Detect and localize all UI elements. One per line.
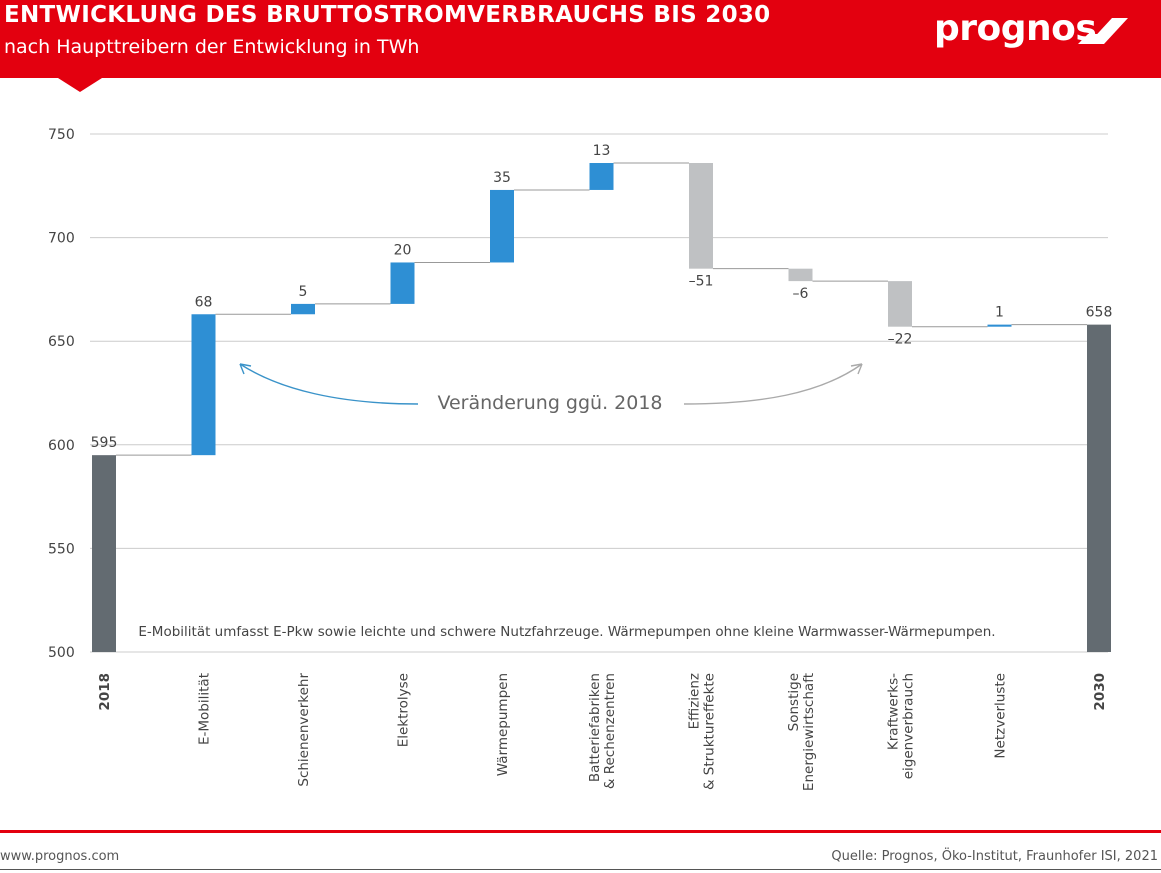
bar-elektrolyse (390, 262, 415, 304)
data-label: 658 (1086, 305, 1113, 321)
y-tick-label: 600 (48, 438, 75, 454)
y-tick-label: 750 (48, 127, 75, 143)
data-label: 13 (593, 143, 611, 159)
y-tick-label: 550 (48, 541, 75, 557)
bars (92, 163, 1111, 652)
x-tick-label: Kraftwerks- (886, 673, 902, 750)
footnote: E-Mobilität umfasst E-Pkw sowie leichte … (138, 624, 995, 640)
data-label: –6 (793, 286, 809, 302)
x-axis-labels: 2018 E-Mobilität Schienenverkehr Elektrolys… (97, 673, 1108, 792)
data-label: –51 (689, 274, 714, 290)
footer-website: www.prognos.com (0, 849, 120, 864)
bar-sonstige-energiewirtschaft (788, 268, 813, 282)
header-banner: ENTWICKLUNG DES BRUTTOSTROMVERBRAUCHS BI… (0, 0, 1161, 78)
bar-2030 (1087, 324, 1111, 652)
bar-e-mobilität (191, 314, 216, 456)
waterfall-chart: 500 550 600 650 700 750 595 68 5 20 35 13 –51 –6 –22 1… (48, 127, 1113, 792)
footer-bottom-line (0, 869, 1161, 870)
x-tick-label: eigenverbrauch (901, 673, 917, 779)
data-label: –22 (888, 332, 913, 348)
bar-wärmepumpen (490, 189, 514, 263)
bar-batteriefabriken-rechenzentren (589, 163, 614, 190)
data-label: 20 (394, 242, 412, 258)
data-label: 35 (493, 170, 511, 186)
data-labels: 595 68 5 20 35 13 –51 –6 –22 1 658 (91, 143, 1113, 451)
x-tick-label: E-Mobilität (197, 673, 213, 745)
prognos-logo-mark-icon (1078, 18, 1128, 44)
x-tick-label: Energiewirtschaft (801, 673, 817, 791)
arrow-left-icon (239, 363, 419, 405)
x-tick-label: Sonstige (786, 673, 802, 731)
x-tick-label: & Rechenzentren (602, 673, 618, 789)
prognos-logo: prognos (934, 8, 1097, 49)
footer-source: Quelle: Prognos, Öko-Institut, Fraunhofe… (831, 849, 1158, 864)
x-tick-label: 2018 (97, 673, 113, 711)
data-label: 1 (995, 305, 1004, 321)
x-tick-label: Effizienz (687, 673, 703, 729)
footer-divider (0, 830, 1161, 833)
x-tick-label: Netzverluste (993, 673, 1009, 759)
x-tick-label: Wärmepumpen (495, 673, 511, 776)
bar-schienenverkehr (291, 303, 315, 315)
x-tick-label: & Struktureffekte (702, 673, 718, 790)
x-tick-label: Batteriefabriken (587, 673, 603, 782)
chart-title: ENTWICKLUNG DES BRUTTOSTROMVERBRAUCHS BI… (4, 2, 771, 28)
arrow-left-head-icon (239, 363, 252, 375)
annotation-text: Veränderung ggü. 2018 (437, 392, 662, 414)
bar-kraftwerks-eigenverbrauch (888, 281, 912, 327)
x-tick-label: Schienenverkehr (296, 673, 312, 787)
y-axis-ticks: 500 550 600 650 700 750 (48, 127, 75, 661)
x-tick-label: Elektrolyse (396, 673, 412, 747)
y-tick-label: 500 (48, 645, 75, 661)
bar-2018 (92, 455, 116, 652)
header-notch (58, 78, 102, 92)
annotation: Veränderung ggü. 2018 (239, 363, 863, 414)
chart-subtitle: nach Haupttreibern der Entwicklung in TW… (4, 36, 420, 58)
data-label: 595 (91, 435, 118, 451)
connector-lines (116, 162, 1087, 456)
y-tick-label: 650 (48, 334, 75, 350)
y-tick-label: 700 (48, 231, 75, 247)
data-label: 5 (299, 284, 308, 300)
arrow-right-head-icon (850, 363, 863, 375)
bar-effizienz-struktureffekte (689, 163, 713, 269)
x-tick-label: 2030 (1092, 673, 1108, 711)
arrow-right-icon (683, 363, 863, 405)
data-label: 68 (195, 294, 213, 310)
bar-netzverluste (987, 324, 1012, 327)
grid-lines (90, 133, 1108, 653)
